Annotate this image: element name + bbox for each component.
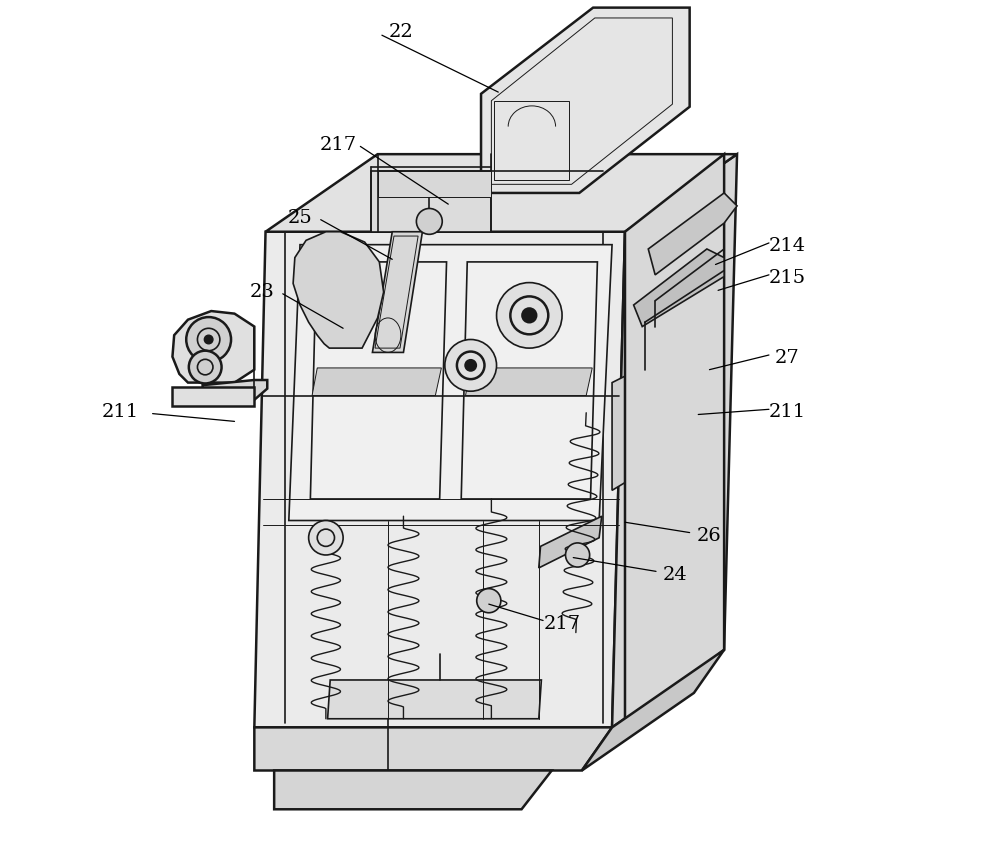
Circle shape [566,543,590,567]
Circle shape [309,521,343,555]
Text: 24: 24 [663,566,687,583]
Polygon shape [612,155,737,728]
Circle shape [204,336,213,344]
Polygon shape [312,369,441,396]
Polygon shape [371,172,491,232]
Text: 214: 214 [768,237,806,254]
Text: 215: 215 [768,269,806,286]
Text: 26: 26 [696,527,721,544]
Polygon shape [481,9,690,194]
Polygon shape [289,245,612,521]
Polygon shape [648,194,737,276]
Text: 25: 25 [288,209,312,226]
Circle shape [416,209,442,235]
Polygon shape [625,155,724,728]
Polygon shape [172,387,254,406]
Polygon shape [328,680,541,719]
Text: 211: 211 [768,403,806,420]
Polygon shape [378,172,491,198]
Text: 23: 23 [250,283,275,300]
Polygon shape [372,232,422,353]
Polygon shape [254,728,612,771]
Circle shape [186,318,231,362]
Polygon shape [203,381,267,400]
Text: 211: 211 [102,403,139,420]
Polygon shape [466,369,592,396]
Text: 217: 217 [319,136,357,153]
Circle shape [497,283,562,349]
Circle shape [466,361,476,371]
Polygon shape [254,232,625,728]
Text: 22: 22 [388,23,413,40]
Polygon shape [172,312,254,383]
Polygon shape [274,771,552,809]
Circle shape [477,589,501,613]
Circle shape [189,351,222,384]
Polygon shape [266,155,737,232]
Polygon shape [612,362,672,491]
Polygon shape [634,250,724,327]
Text: 217: 217 [544,615,581,632]
Polygon shape [293,232,384,349]
Polygon shape [539,517,602,568]
Text: 27: 27 [775,349,799,366]
Circle shape [445,340,497,392]
Circle shape [522,309,536,323]
Polygon shape [582,650,724,771]
